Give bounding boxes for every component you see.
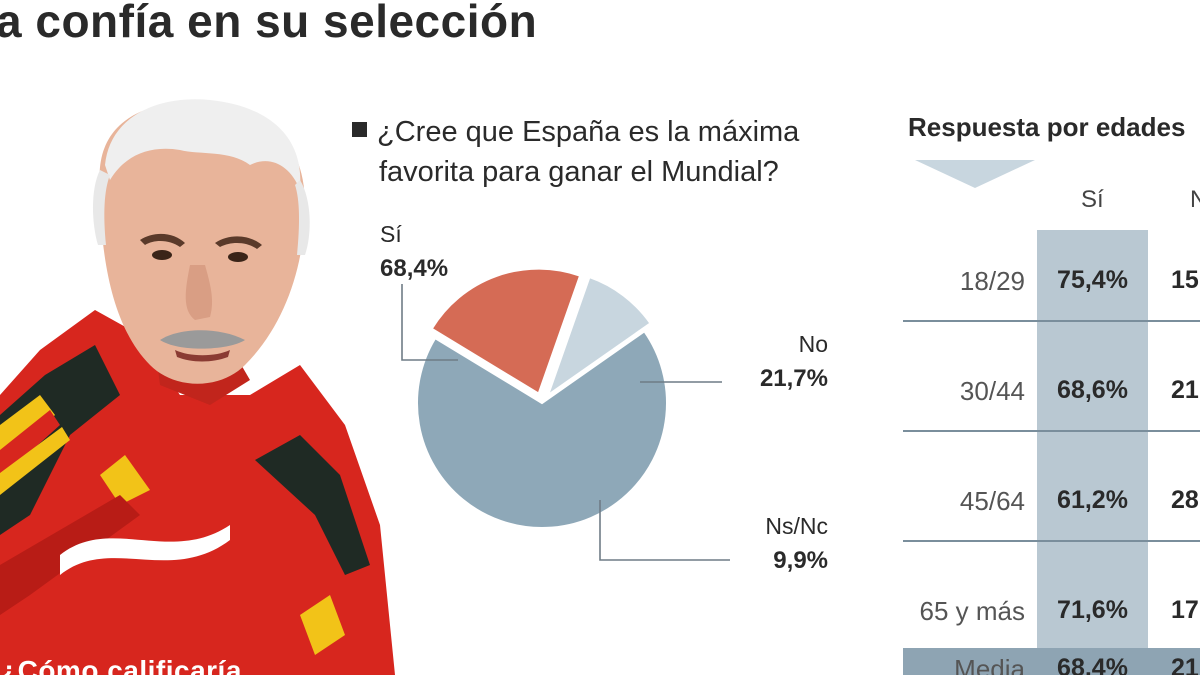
slice-label-no: No	[799, 331, 828, 357]
leader-line-nsnc	[599, 500, 730, 561]
age-label: 65 y más	[919, 596, 1026, 626]
row-divider	[903, 430, 1200, 432]
age-label: 18/29	[959, 266, 1025, 296]
age-table: Sí N 18/29 75,4% 15 30/44 68,6% 21 45/64 61,2% 2…	[903, 180, 1200, 675]
si-value: 71,6%	[1057, 596, 1128, 624]
si-value: 75,4%	[1057, 266, 1128, 294]
row-divider	[903, 320, 1200, 322]
media-row-band	[903, 648, 1200, 675]
si-column-highlight	[1037, 230, 1148, 675]
slice-label-si: Sí	[380, 221, 402, 247]
bottom-teaser: ¿Cómo calificaría	[0, 655, 242, 686]
slice-value-si: 68,4%	[380, 255, 448, 282]
down-arrow-icon	[915, 160, 1035, 188]
headline: a confía en su selección	[0, 0, 538, 47]
chart-title-line-1: ¿Cree que España es la máxima	[352, 112, 872, 152]
age-label: 45/64	[959, 486, 1025, 516]
pie-slice-si	[416, 329, 668, 529]
no-value: 21	[1171, 654, 1199, 675]
si-value: 61,2%	[1057, 486, 1128, 514]
pie-slice-nsnc	[546, 275, 652, 398]
leader-line-si	[401, 284, 458, 361]
si-value: 68,6%	[1057, 376, 1128, 404]
slice-label-nsnc: Ns/Nc	[765, 513, 828, 539]
si-value: 68,4%	[1057, 654, 1128, 675]
row-divider	[903, 540, 1200, 542]
age-label: 30/44	[959, 376, 1025, 406]
column-header-si: Sí	[1081, 186, 1104, 213]
pie-chart: Sí 68,4% No 21,7% Ns/Nc 9,9%	[380, 221, 828, 574]
coach-portrait-icon	[0, 99, 395, 675]
chart-title-line-2: favorita para ganar el Mundial?	[379, 156, 779, 188]
column-header-no: N	[1190, 186, 1200, 213]
no-value: 28	[1171, 486, 1199, 514]
slice-value-nsnc: 9,9%	[773, 547, 828, 574]
chart-title: ¿Cree que España es la máxima favorita p…	[352, 112, 872, 192]
pie-slice-no	[430, 267, 582, 396]
bullet-square-icon	[352, 122, 367, 137]
no-value: 17	[1171, 596, 1199, 624]
age-label: Media	[954, 654, 1025, 675]
slice-value-no: 21,7%	[760, 365, 828, 392]
no-value: 21	[1171, 376, 1199, 404]
no-value: 15	[1171, 266, 1199, 294]
age-table-title: Respuesta por edades	[908, 112, 1186, 142]
